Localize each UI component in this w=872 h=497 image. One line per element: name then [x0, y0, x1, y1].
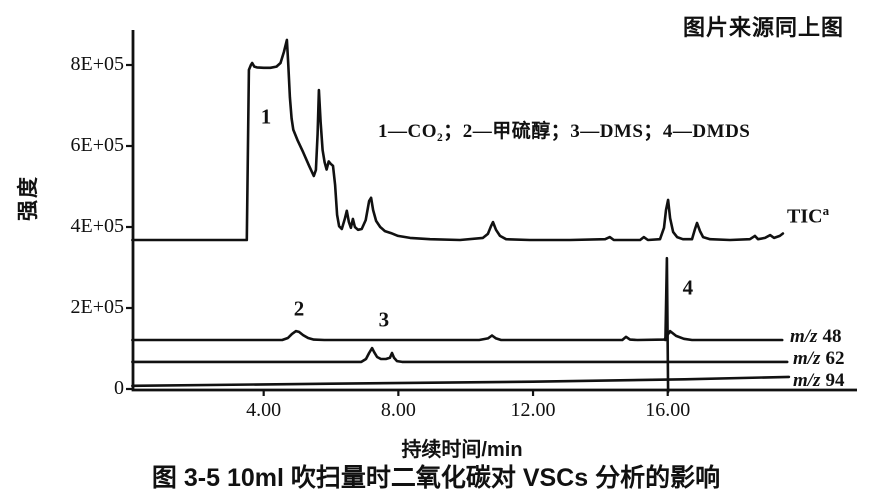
y-tick-label: 4E+05	[70, 215, 125, 238]
trace-peak4_spike	[664, 256, 670, 394]
x-tick-label: 8.00	[380, 399, 416, 421]
y-tick-label: 0	[114, 377, 124, 400]
trace-label-mz94: m/z 94	[793, 370, 844, 392]
mz-prefix: m/z	[793, 370, 821, 391]
trace-mz48	[131, 329, 784, 342]
y-tick-label: 6E+05	[70, 134, 125, 157]
trace-label-tic: TICa	[787, 203, 829, 229]
peak-legend: 1—CO₂；2—甲硫醇；3—DMS；4—DMDS	[378, 121, 751, 142]
mz-value: 62	[825, 348, 845, 369]
x-tick-label: 4.00	[246, 399, 282, 421]
x-tick-label: 16.00	[645, 399, 691, 421]
mz-value: 48	[822, 326, 842, 347]
peak-label-1: 1	[260, 104, 272, 129]
axis-frame	[131, 30, 857, 392]
source-note: 图片来源同上图	[682, 15, 844, 40]
peak-label-4: 4	[682, 275, 694, 300]
x-axis-title: 持续时间/min	[401, 439, 523, 461]
mz-prefix: m/z	[790, 326, 818, 347]
trace-label-tic-superscript: a	[822, 203, 830, 218]
figure-caption: 图 3-5 10ml 吹扫量时二氧化碳对 VSCs 分析的影响	[151, 464, 721, 492]
trace-label-tic-text: TIC	[787, 205, 823, 228]
mz-value: 94	[825, 370, 845, 391]
trace-mz94	[131, 375, 791, 388]
trace-tic	[131, 38, 785, 242]
x-tick-label: 12.00	[510, 399, 556, 421]
trace-label-mz48: m/z 48	[790, 326, 841, 348]
y-tick-label: 2E+05	[70, 296, 125, 319]
y-tick-label: 8E+05	[70, 53, 125, 76]
trace-label-mz62: m/z 62	[793, 348, 844, 370]
peak-label-2: 2	[293, 296, 305, 321]
trace-mz62	[131, 346, 789, 364]
mz-prefix: m/z	[793, 348, 821, 369]
y-axis-title: 强度	[17, 175, 40, 221]
peak-label-3: 3	[378, 307, 390, 332]
